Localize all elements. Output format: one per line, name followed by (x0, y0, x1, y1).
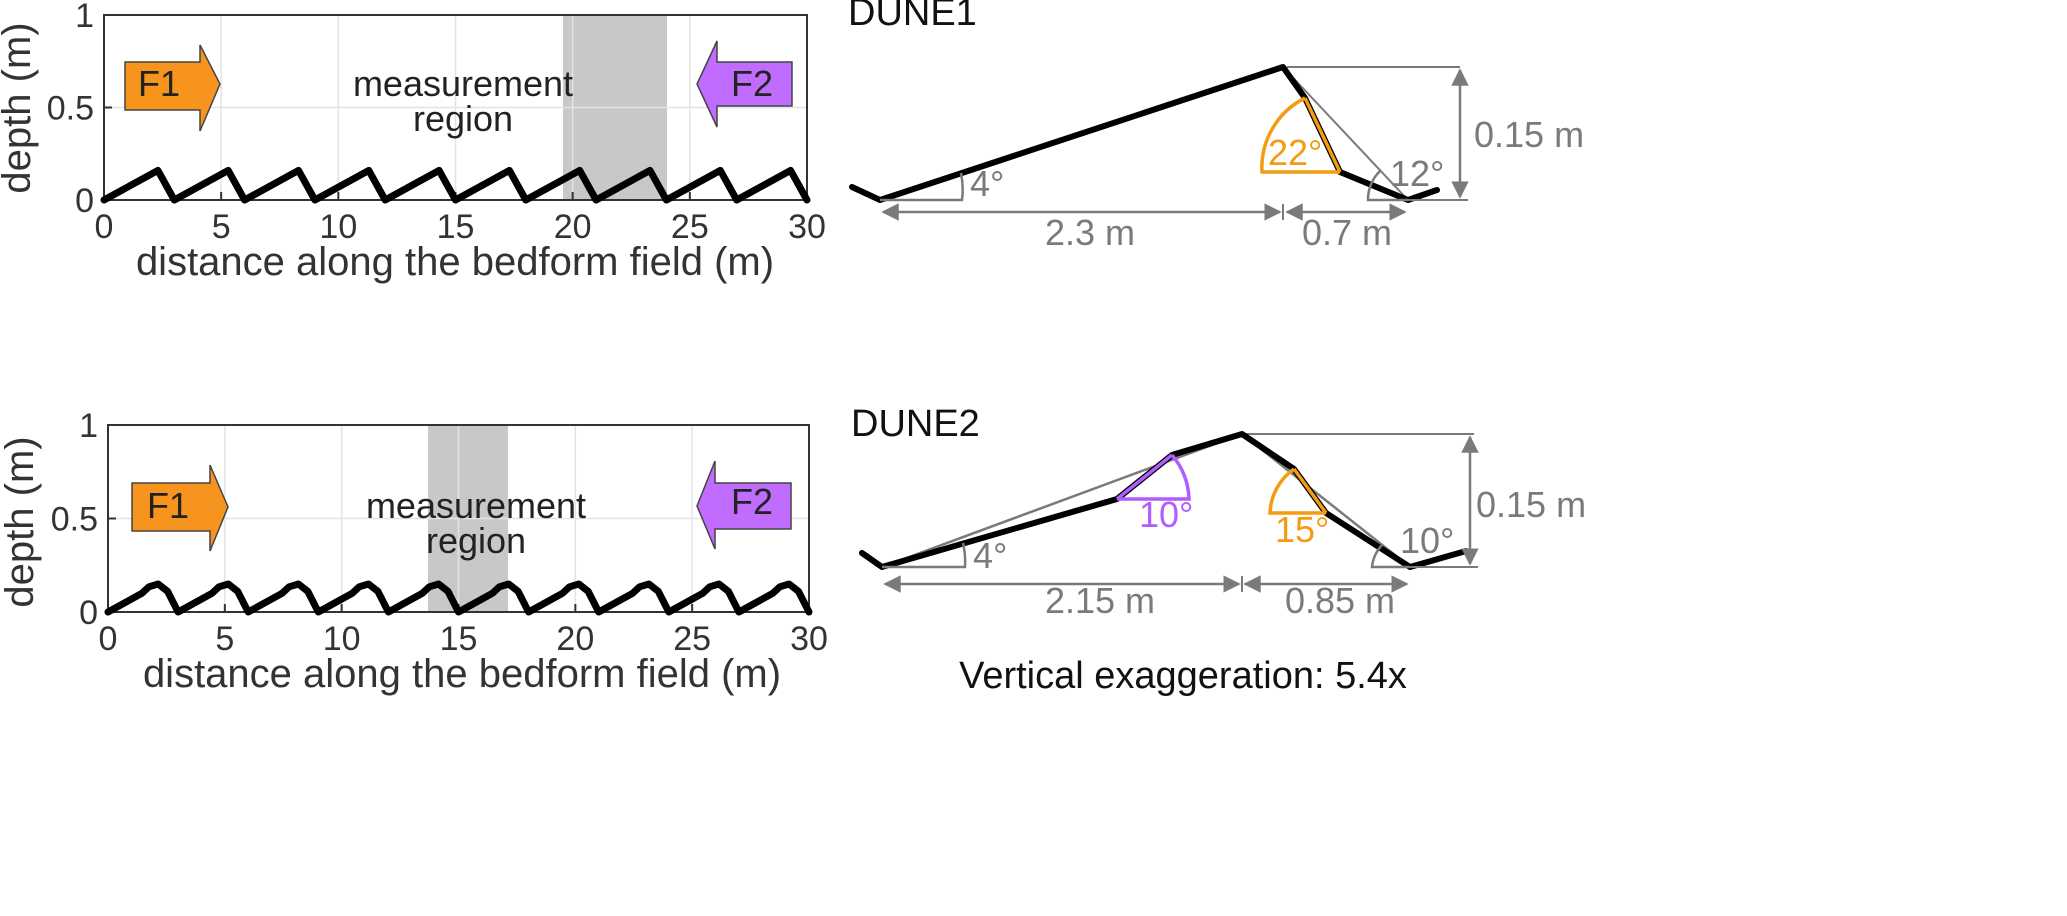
x-tick-label: 0 (95, 208, 114, 246)
measurement-region-label-line1: measurement (353, 63, 573, 104)
flow-arrow-f2: F2 (696, 460, 792, 550)
measurement-region-label-line1: measurement (366, 485, 586, 526)
f1-label: F1 (138, 63, 180, 104)
y-tick-label: 0.5 (51, 501, 98, 539)
dune2-height-label: 0.15 m (1476, 484, 1586, 525)
lee-angle-side-orange (1303, 97, 1342, 173)
dune1-title: DUNE1 (848, 0, 977, 34)
flow-arrow-f1: F1 (124, 44, 221, 132)
y-tick-labels: 00.51 (47, 0, 94, 220)
stoss-angle-arc (880, 172, 964, 202)
lee-angle-arc-gray (1366, 170, 1408, 202)
x-tick-labels: 0 5 10 15 20 25 30 (95, 208, 826, 246)
x-tick-label: 5 (215, 620, 234, 658)
dune2-stoss-angle: 4° (973, 535, 1007, 576)
f1-label: F1 (147, 485, 189, 526)
x-tick-label: 5 (212, 208, 231, 246)
f2-arrow-shape (696, 460, 792, 550)
x-tick-label: 15 (440, 620, 478, 658)
dune2-upper-stoss-angle: 10° (1139, 494, 1193, 535)
bedform-profile-line (100, 166, 811, 204)
y-tick-label: 1 (75, 0, 94, 35)
dune2-profile (859, 431, 1469, 570)
y-tick-label: 1 (79, 407, 98, 445)
dune2-lee-angle-gray: 10° (1400, 520, 1454, 561)
y-tick-label: 0.5 (47, 90, 94, 128)
upper-stoss-angle-arc-purple (1117, 453, 1191, 501)
flow-arrow-f1: F1 (131, 464, 229, 552)
x-tick-label: 20 (554, 208, 592, 246)
dune1-profile (849, 64, 1440, 203)
x-tick-label: 10 (323, 620, 361, 658)
dune1-stoss-angle: 4° (970, 163, 1004, 204)
measurement-region-label-line2: region (413, 98, 513, 139)
dune2-stoss-length: 2.15 m (1045, 580, 1155, 621)
dune2-title: DUNE2 (851, 403, 980, 445)
x-tick-label: 0 (99, 620, 118, 658)
lee-angle-arc-orange (1268, 467, 1326, 515)
f2-label: F2 (731, 481, 773, 522)
panel-top: F1 F2 measurement region 0 5 10 15 20 25 30 00… (0, 0, 826, 284)
y-tick-label: 0 (79, 594, 98, 632)
x-tick-label: 10 (319, 208, 357, 246)
measurement-region-label-line2: region (426, 520, 526, 561)
f2-label: F2 (731, 63, 773, 104)
stoss-chord-line (881, 432, 1243, 569)
lee-chord-line (1282, 66, 1409, 201)
dune1-lee-length: 0.7 m (1302, 212, 1392, 253)
x-tick-label: 25 (673, 620, 711, 658)
y-axis-label: depth (m) (0, 22, 39, 193)
x-tick-label: 20 (556, 620, 594, 658)
x-tick-label: 30 (790, 620, 828, 658)
y-axis-label: depth (m) (0, 436, 42, 607)
vertical-exaggeration-note: Vertical exaggeration: 5.4x (959, 655, 1407, 697)
dune2-schematic: DUNE2 4° 10° 15° 10° 0.15 m 2.15 m 0.85 … (851, 403, 1586, 621)
lee-angle-arc-gray (1370, 544, 1410, 569)
x-axis-label: distance along the bedform field (m) (143, 652, 781, 696)
stoss-angle-arc (882, 542, 967, 569)
y-tick-label: 0 (75, 182, 94, 220)
x-tick-labels: 0 5 10 15 20 25 30 (99, 620, 828, 658)
dune1-lee-angle-gray: 12° (1390, 153, 1444, 194)
flow-arrow-f2: F2 (696, 40, 793, 128)
panel-bottom: F1 F2 measurement region 0 5 10 15 20 25 30 00… (0, 407, 828, 696)
bedform-profile-line (104, 580, 813, 616)
lee-angle-side-orange (1292, 467, 1328, 515)
f1-arrow-shape (124, 44, 221, 132)
dune1-lee-angle-orange: 22° (1268, 132, 1322, 173)
f2-arrow-shape (696, 40, 793, 128)
x-tick-label: 30 (788, 208, 826, 246)
dune2-lee-length: 0.85 m (1285, 580, 1395, 621)
dune2-lee-angle-orange: 15° (1275, 509, 1329, 550)
dune1-height-label: 0.15 m (1474, 114, 1584, 155)
f1-arrow-shape (131, 464, 229, 552)
x-tick-label: 25 (671, 208, 709, 246)
x-tick-label: 15 (437, 208, 475, 246)
x-axis-label: distance along the bedform field (m) (136, 240, 774, 284)
dune1-stoss-length: 2.3 m (1045, 212, 1135, 253)
lee-angle-arc-orange (1260, 96, 1340, 174)
upper-stoss-side-purple (1115, 453, 1174, 501)
y-tick-labels: 00.51 (51, 407, 98, 632)
dune1-schematic: DUNE1 4° 22° 12° 0.15 m 2.3 m 0.7 m (848, 0, 1584, 253)
